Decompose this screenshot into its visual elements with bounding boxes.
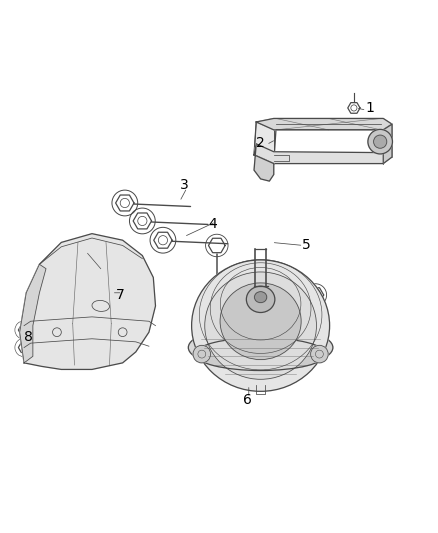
Polygon shape (254, 144, 274, 181)
Ellipse shape (205, 272, 316, 379)
Ellipse shape (254, 292, 267, 303)
Ellipse shape (188, 326, 333, 369)
Circle shape (368, 130, 392, 154)
Text: 5: 5 (302, 238, 311, 253)
Text: 1: 1 (366, 101, 374, 115)
Text: 4: 4 (208, 216, 217, 231)
Text: 8: 8 (24, 330, 33, 344)
Polygon shape (254, 144, 383, 164)
Ellipse shape (193, 345, 211, 363)
Ellipse shape (192, 260, 330, 391)
Text: 6: 6 (243, 393, 252, 407)
Ellipse shape (246, 286, 275, 312)
Polygon shape (254, 122, 276, 164)
Ellipse shape (220, 283, 301, 360)
Polygon shape (383, 124, 392, 164)
Text: 7: 7 (116, 288, 125, 302)
Ellipse shape (195, 338, 326, 370)
Text: 2: 2 (256, 136, 265, 150)
Polygon shape (20, 264, 46, 363)
Ellipse shape (252, 286, 269, 304)
Circle shape (374, 135, 387, 148)
Polygon shape (20, 233, 155, 369)
Ellipse shape (311, 345, 328, 363)
Polygon shape (256, 118, 392, 130)
Text: 3: 3 (180, 179, 188, 192)
